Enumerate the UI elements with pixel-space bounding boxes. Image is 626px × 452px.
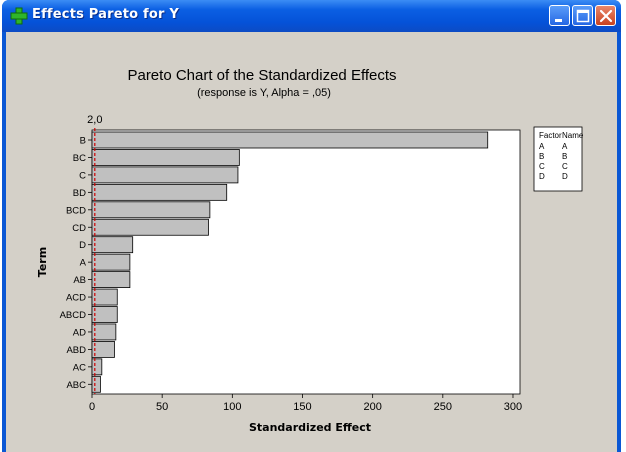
legend-entry: B [562,152,567,161]
bar-ab [91,271,131,289]
maximize-button[interactable] [572,5,593,26]
chart-subtitle: (response is Y, Alpha = ,05) [197,87,331,99]
bar-a [91,253,131,271]
chart-frame: Pareto Chart of the Standardized Effects… [6,32,617,452]
x-tick-label: 200 [363,401,381,413]
x-tick-label: 50 [156,401,168,413]
x-tick-label: 100 [223,401,241,413]
maximize-icon [576,9,590,23]
y-tick-label: CD [72,223,86,234]
legend-entry: C [562,162,568,171]
bar-ac [91,358,103,376]
bar-bcd [91,201,211,219]
x-axis: 0 50 100 150 200 250 300 [89,394,522,413]
y-tick-label: C [79,170,86,181]
x-tick-label: 250 [434,401,452,413]
legend-entry: C [539,162,545,171]
plus-icon [10,7,28,25]
y-tick-label: A [80,258,87,269]
legend-header: Name [562,131,584,140]
reference-line-label: 2,0 [87,114,102,126]
y-tick-label: AB [73,275,86,286]
y-axis-label: Term [36,247,49,277]
bar-cd [91,218,209,236]
y-tick-label: D [79,240,86,251]
bar-ad [91,323,117,341]
bar-abcd [91,306,118,323]
y-axis: B BC C BD BCD CD DA AB ACD ABCD AD ABD AC ABC [60,136,92,391]
legend-entry: D [539,172,545,181]
y-tick-label: AD [73,327,86,338]
x-tick-label: 150 [293,401,311,413]
y-tick-label: B [80,136,86,147]
x-tick-label: 0 [89,401,95,413]
bar-bc [91,149,240,166]
bar-bd [91,183,228,201]
close-icon [599,9,613,23]
legend-box [533,126,583,192]
title-bar[interactable]: Effects Pareto for Y [2,0,621,32]
bar-d [91,236,134,254]
legend-entry: B [539,152,544,161]
x-axis-label: Standardized Effect [249,421,371,434]
bar-abc [91,375,101,393]
close-button[interactable] [595,5,616,26]
y-tick-label: BC [73,153,86,164]
y-tick-label: ABD [66,345,86,356]
bar-b [91,131,489,149]
legend-entry: A [539,142,545,151]
legend-header: Factor [539,131,562,140]
window-title: Effects Pareto for Y [32,7,179,22]
chart-title: Pareto Chart of the Standardized Effects [127,67,396,84]
legend-entry: A [562,142,568,151]
legend-entry: D [562,172,568,181]
y-tick-label: AC [73,362,86,373]
x-tick-label: 300 [504,401,522,413]
y-tick-label: ABC [66,380,86,391]
y-tick-label: BD [73,188,86,199]
bar-c [91,166,239,184]
y-tick-label: ACD [66,293,86,304]
pareto-chart: Pareto Chart of the Standardized Effects… [36,67,584,434]
minimize-icon [555,19,562,22]
y-tick-label: BCD [66,205,86,216]
minimize-button[interactable] [549,5,570,26]
y-tick-label: ABCD [60,310,87,321]
bar-acd [91,288,118,306]
